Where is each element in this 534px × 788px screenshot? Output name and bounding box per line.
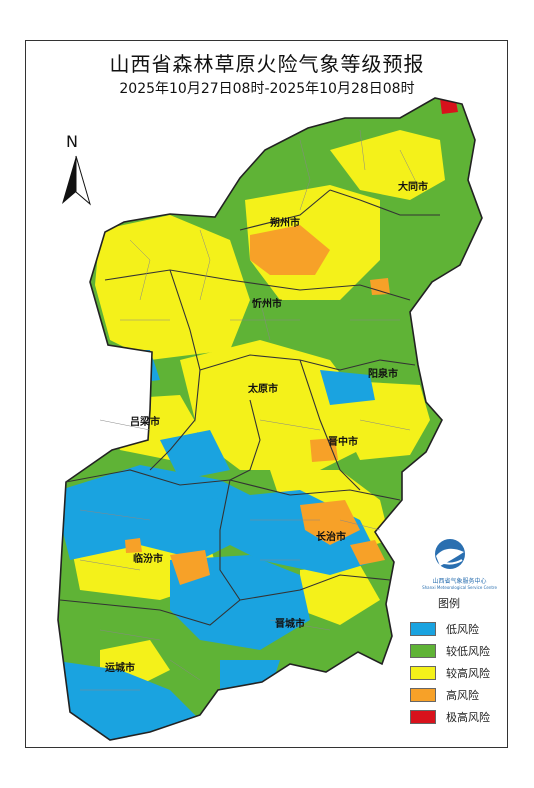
- legend-title: 图例: [438, 597, 460, 610]
- city-label-taiyuan: 太原市: [248, 384, 278, 395]
- legend-swatch: [410, 710, 436, 724]
- legend-swatch: [410, 688, 436, 702]
- city-label-jinzhong: 晋中市: [328, 437, 358, 448]
- legend-swatch: [410, 622, 436, 636]
- city-label-yangquan: 阳泉市: [368, 369, 398, 380]
- city-label-jincheng: 晋城市: [275, 619, 305, 630]
- legend-item: 较高风险: [410, 663, 506, 683]
- north-arrow-icon: [62, 155, 91, 206]
- legend-label: 高风险: [446, 689, 479, 702]
- city-label-shuozhou: 朔州市: [270, 218, 300, 229]
- risk-zones: [58, 98, 482, 740]
- legend-label: 较低风险: [446, 645, 490, 658]
- legend-swatch: [410, 644, 436, 658]
- legend-label: 较高风险: [446, 667, 490, 680]
- logo-icon: [435, 539, 465, 569]
- north-label: N: [66, 132, 78, 151]
- city-label-xinzhou: 忻州市: [252, 299, 282, 310]
- city-boundaries: [59, 189, 440, 626]
- map-subtitle: 2025年10月27日08时-2025年10月28日08时: [119, 81, 415, 97]
- county-boundaries: [79, 129, 421, 691]
- legend-swatch: [410, 666, 436, 680]
- legend-item: 较低风险: [410, 641, 506, 661]
- city-label-yuncheng: 运城市: [105, 663, 135, 674]
- logo-name: 山西省气象服务中心: [432, 578, 487, 585]
- province-boundary: [57, 97, 483, 741]
- legend-label: 低风险: [446, 623, 479, 636]
- city-label-linfen: 临汾市: [133, 554, 163, 565]
- map-title: 山西省森林草原火险气象等级预报: [109, 52, 425, 76]
- city-label-lvliang: 吕梁市: [130, 417, 160, 428]
- legend-item: 低风险: [410, 619, 506, 639]
- legend-item: 极高风险: [410, 707, 506, 727]
- legend: 图例 低风险 较低风险 较高风险 高风险 极高风险: [410, 595, 506, 729]
- city-label-datong: 大同市: [398, 182, 428, 193]
- city-label-changzhi: 长治市: [316, 532, 346, 543]
- legend-label: 极高风险: [446, 711, 490, 724]
- legend-item: 高风险: [410, 685, 506, 705]
- logo-name-en: Shanxi Meteorological Service Centre: [422, 585, 497, 590]
